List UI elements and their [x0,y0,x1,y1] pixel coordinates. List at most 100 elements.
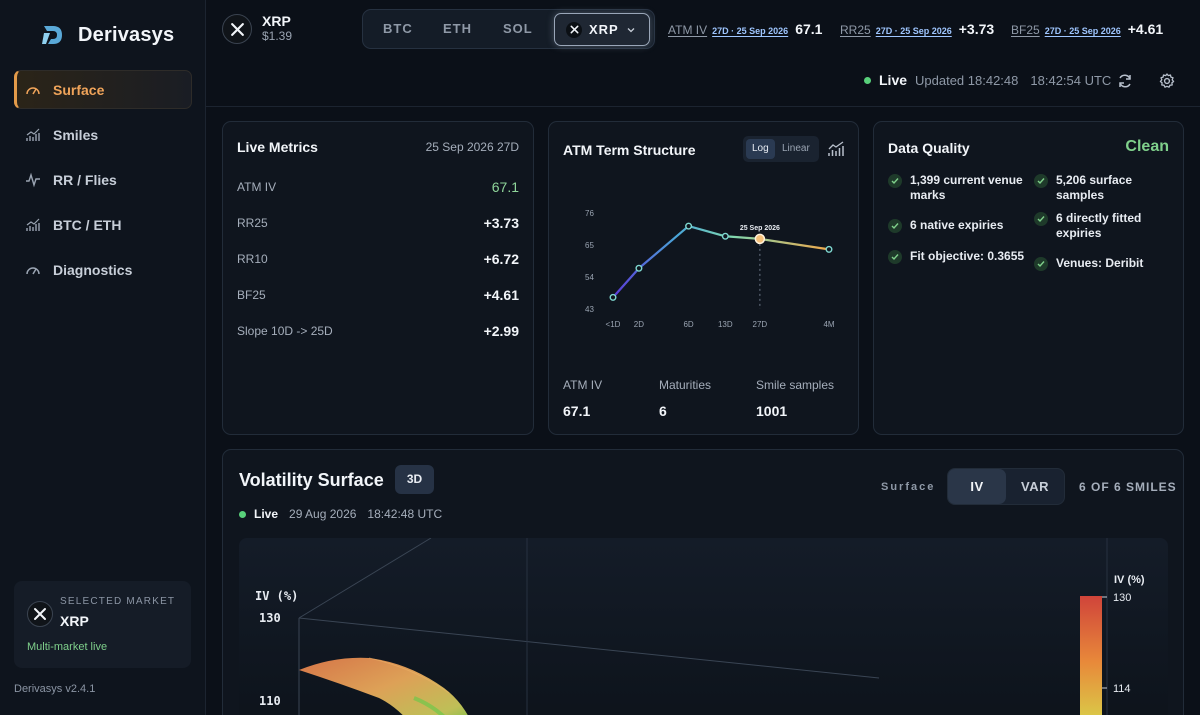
selected-market-status: Multi-market live [27,641,108,653]
scale-option-linear[interactable]: Linear [782,143,810,154]
asset-name: XRP [262,13,291,29]
card-title: ATM Term Structure [563,142,696,158]
metric-value: +3.73 [483,215,519,231]
metric-label: ATM IV [668,23,708,37]
bar-chart-icon [26,128,40,141]
sidebar: Derivasys Surface Smiles RR / Flies BTC … [0,0,206,715]
asset-option-xrp-dropdown[interactable]: XRP [554,13,650,46]
surface-mode-var[interactable]: VAR [1021,479,1049,494]
smiles-count: 6 OF 6 SMILES [1079,480,1177,494]
selected-market-label: SELECTED MARKET [60,596,176,607]
chevron-down-icon [627,27,635,32]
selected-market-card[interactable]: SELECTED MARKET XRP Multi-market live [14,581,191,668]
sidebar-item-label: Smiles [53,126,99,143]
check-icon [1034,212,1048,226]
card-title: Live Metrics [237,139,318,155]
sidebar-item-smiles[interactable]: Smiles [14,115,192,154]
y-tick-label: 65 [585,241,594,250]
current-time: 18:42:54 UTC [1030,72,1112,88]
live-dot-icon [239,510,246,518]
metric-value: 67.1 [795,21,823,37]
wireframe-line [298,538,432,619]
surface-3d-badge[interactable]: 3D [395,465,434,494]
header-metric-bf25[interactable]: BF25 27D · 25 Sep 2026 +4.61 [1011,21,1163,37]
dq-item: 5,206 surface samples [1034,173,1174,203]
metric-date: 27D · 25 Sep 2026 [1044,26,1121,36]
surface-date: 29 Aug 2026 [289,507,357,521]
chart-type-icon[interactable] [827,140,845,158]
dq-item: 6 native expiries [888,218,1028,233]
data-point[interactable] [825,245,833,253]
check-icon [888,174,902,188]
sidebar-item-label: Surface [53,81,105,98]
asset-option-eth[interactable]: ETH [443,21,472,36]
surface-mesh [299,657,468,715]
brand-logo-icon [42,26,62,44]
surface-axis-tick: 130 [259,611,281,625]
surface-axis-label: IV (%) [255,589,298,603]
data-point[interactable] [635,264,643,272]
live-metrics-card: Live Metrics 25 Sep 2026 27D ATM IV 67.1… [222,121,534,435]
dq-item: 1,399 current venue marks [888,173,1028,203]
brand-name: Derivasys [78,23,175,46]
surface-mode-iv[interactable]: IV [948,469,1006,504]
colorbar-tick: 130 [1113,592,1131,604]
metric-value: +4.61 [1127,21,1164,37]
data-point[interactable] [721,232,729,240]
metric-row-bf25: BF25 +4.61 [237,287,519,303]
live-label: Live [254,507,279,521]
selected-market-name: XRP [60,613,89,629]
live-metrics-date: 25 Sep 2026 27D [425,140,519,154]
metric-label: RR25 [840,23,871,37]
live-dot-icon [864,76,871,84]
asset-option-sol[interactable]: SOL [503,21,533,36]
sidebar-item-label: Diagnostics [53,261,133,278]
refresh-icon[interactable] [1116,72,1134,90]
asset-switcher: BTC ETH SOL XRP [362,9,655,49]
gauge-icon [26,86,40,94]
metric-row-atm-iv: ATM IV 67.1 [237,179,519,195]
metric-date: 27D · 25 Sep 2026 [875,26,952,36]
data-quality-card: Data Quality Clean 1,399 current venue m… [873,121,1184,435]
metric-value: 67.1 [491,179,519,195]
x-tick-label: 2D [634,320,644,329]
y-tick-label: 54 [585,273,594,282]
data-point[interactable] [685,222,693,230]
xrp-coin-icon [27,601,53,627]
asset-option-btc[interactable]: BTC [383,21,413,36]
highlight-point[interactable] [754,233,766,245]
metric-value: +6.72 [483,251,519,267]
sidebar-item-btc-eth[interactable]: BTC / ETH [14,205,192,244]
metric-value: +2.99 [483,323,519,339]
x-tick-label: 27D [753,320,768,329]
ts-stat-maturities: Maturities 6 [659,378,711,419]
colorbar-label: IV (%) [1114,574,1145,586]
sidebar-item-surface[interactable]: Surface [14,70,192,109]
metric-label: RR25 [237,216,268,230]
check-icon [888,250,902,264]
gear-icon[interactable] [1158,72,1176,90]
metric-row-rr10: RR10 +6.72 [237,251,519,267]
scale-option-log[interactable]: Log [746,139,775,159]
surface-time: 18:42:48 UTC [367,507,443,521]
header-metric-atm-iv[interactable]: ATM IV 27D · 25 Sep 2026 67.1 [668,21,822,37]
y-tick-label: 43 [585,305,594,314]
x-tick-label: 6D [683,320,693,329]
colorbar [1080,596,1102,715]
brand[interactable]: Derivasys [40,22,174,48]
sidebar-item-rr-flies[interactable]: RR / Flies [14,160,192,199]
surface-mesh [368,657,450,694]
surface-mode-toggle: IV VAR [947,468,1065,505]
metric-row-slope: Slope 10D -> 25D +2.99 [237,323,519,339]
data-point[interactable] [609,293,617,301]
card-title: Data Quality [888,140,970,156]
xrp-coin-icon [222,14,252,44]
header-metric-rr25[interactable]: RR25 27D · 25 Sep 2026 +3.73 [840,21,994,37]
sidebar-item-diagnostics[interactable]: Diagnostics [14,250,192,289]
surface-3d-plot[interactable]: IV (%) 130 110 IV (%) 130 114 [239,538,1168,715]
updated-time: Updated 18:42:48 [915,72,1019,88]
metric-row-rr25: RR25 +3.73 [237,215,519,231]
stat-value: 67.1 [563,403,591,419]
surface-title: Volatility Surface [239,470,384,490]
metric-label: ATM IV [237,180,277,194]
